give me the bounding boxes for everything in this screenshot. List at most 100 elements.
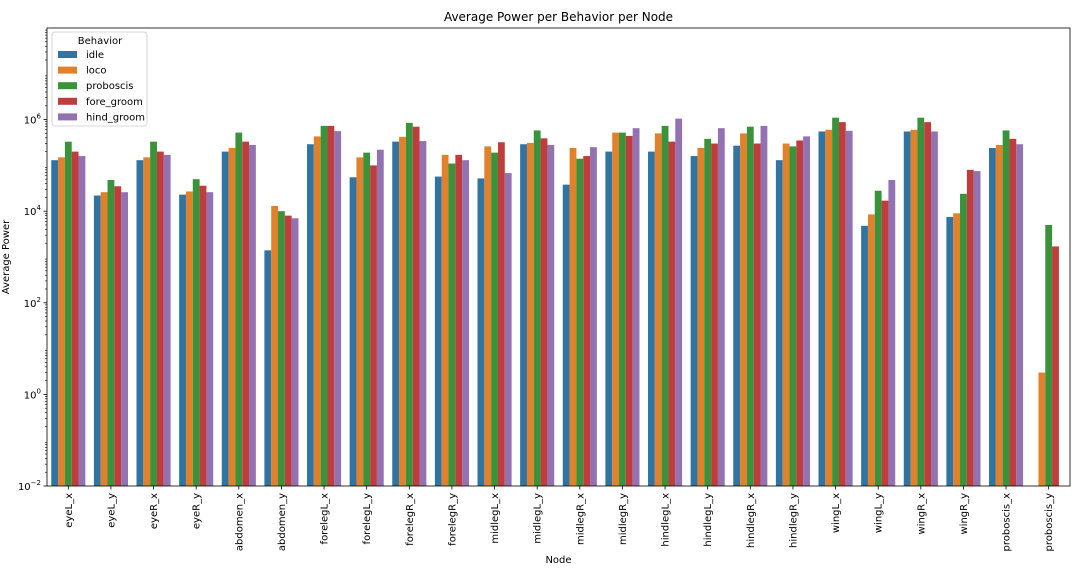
x-tick-label-midlegL_y: midlegL_y	[533, 493, 544, 544]
bar-hind_groom-midlegR_y	[632, 128, 640, 487]
bar-proboscis-proboscis_y	[1045, 224, 1053, 487]
bar-hind_groom-midlegL_x	[504, 173, 512, 486]
bar-proboscis-hindlegR_x	[746, 126, 754, 486]
bar-idle-midlegL_y	[520, 144, 527, 486]
bar-fore_groom-hindlegR_y	[796, 140, 804, 487]
bar-fore_groom-wingR_x	[924, 122, 932, 486]
x-tick-label-midlegL_x: midlegL_x	[490, 493, 501, 544]
bar-idle-wingR_y	[946, 216, 954, 487]
x-tick-label-eyeR_x: eyeR_x	[149, 493, 160, 529]
legend: Behavior idle loco proboscis fore_groom hind_…	[51, 31, 148, 127]
bar-proboscis-eyeL_y	[107, 180, 115, 486]
bar-loco-midlegR_x	[569, 147, 577, 487]
bar-loco-wingL_y	[867, 214, 875, 486]
bar-hind_groom-hindlegR_y	[803, 136, 810, 486]
bar-fore_groom-abdomen_y	[284, 215, 292, 486]
bar-loco-abdomen_x	[228, 147, 236, 487]
bar-fore_groom-hindlegL_x	[668, 141, 676, 486]
bar-hind_groom-eyeR_x	[163, 154, 171, 486]
bar-loco-midlegL_y	[526, 142, 534, 486]
bars-layer	[51, 117, 1059, 487]
bar-loco-forelegL_y	[356, 157, 364, 486]
bar-hind_groom-abdomen_y	[291, 218, 299, 487]
bar-proboscis-abdomen_x	[235, 132, 243, 487]
bar-idle-proboscis_x	[989, 147, 996, 487]
x-tick-label-wingL_x: wingL_x	[831, 493, 842, 533]
x-tick-label-eyeL_y: eyeL_y	[106, 493, 117, 528]
bar-hind_groom-hindlegR_x	[760, 125, 768, 487]
bar-loco-wingR_x	[910, 129, 918, 486]
x-tick-label-forelegR_x: forelegR_x	[405, 493, 416, 546]
bar-fore_groom-midlegL_x	[497, 142, 505, 486]
bar-hind_groom-forelegL_x	[334, 131, 342, 486]
x-tick-label-hindlegL_x: hindlegL_x	[661, 493, 672, 547]
bar-fore_groom-eyeR_x	[156, 151, 164, 487]
bar-fore_groom-forelegL_y	[370, 165, 377, 486]
bar-fore_groom-proboscis_x	[1009, 138, 1017, 486]
bar-proboscis-proboscis_x	[1002, 130, 1010, 486]
bar-hind_groom-midlegL_y	[547, 144, 555, 487]
bar-idle-eyeR_x	[136, 160, 144, 486]
bar-idle-forelegL_x	[307, 144, 314, 486]
y-axis-title: Average Power	[1, 219, 12, 294]
bar-proboscis-eyeR_y	[192, 179, 200, 486]
bar-proboscis-midlegR_y	[619, 132, 626, 487]
bar-idle-midlegL_x	[477, 178, 485, 486]
legend-label-hind_groom: hind_groom	[86, 112, 145, 123]
x-axis-title: Node	[545, 555, 571, 566]
bar-hind_groom-eyeR_y	[206, 192, 214, 486]
legend-label-idle: idle	[86, 50, 104, 61]
bar-idle-abdomen_y	[264, 250, 272, 486]
bar-loco-forelegL_x	[313, 136, 321, 486]
x-tick-label-hindlegR_y: hindlegR_y	[788, 493, 799, 548]
x-tick-label-forelegL_x: forelegL_x	[320, 493, 331, 545]
bar-idle-eyeR_y	[179, 194, 186, 486]
bar-loco-wingR_y	[953, 213, 961, 487]
bar-fore_groom-eyeR_y	[199, 185, 207, 486]
bar-idle-midlegR_y	[605, 151, 613, 487]
bar-proboscis-forelegL_x	[320, 125, 328, 487]
bar-hind_groom-forelegL_y	[376, 149, 384, 486]
x-axis: eyeL_x eyeL_y eyeR_x eyeR_y abdomen_x abdomen…	[64, 486, 1055, 551]
y-tick-label: 102	[24, 296, 41, 310]
bar-loco-hindlegL_x	[654, 133, 662, 486]
bar-fore_groom-forelegL_x	[327, 125, 335, 487]
bar-idle-hindlegL_y	[690, 156, 698, 487]
bar-fore_groom-midlegL_y	[540, 138, 548, 486]
bar-idle-eyeL_x	[51, 160, 59, 486]
bar-proboscis-abdomen_y	[278, 211, 285, 486]
plot-frame	[46, 27, 1071, 487]
bar-proboscis-hindlegL_y	[704, 138, 712, 486]
bar-proboscis-wingL_y	[874, 190, 882, 486]
bar-proboscis-hindlegR_y	[789, 146, 797, 486]
bar-loco-wingL_x	[825, 129, 833, 486]
y-tick-label: 104	[24, 204, 42, 218]
bar-idle-hindlegL_x	[648, 151, 655, 487]
x-tick-label-hindlegL_y: hindlegL_y	[703, 493, 714, 547]
x-tick-label-abdomen_x: abdomen_x	[234, 493, 245, 551]
x-tick-label-hindlegR_x: hindlegR_x	[746, 493, 757, 548]
legend-title: Behavior	[78, 36, 123, 47]
bar-hind_groom-wingL_y	[888, 180, 896, 486]
bar-idle-wingL_y	[861, 225, 868, 487]
legend-label-proboscis: proboscis	[86, 81, 134, 92]
bar-fore_groom-wingL_x	[838, 122, 846, 486]
bar-hind_groom-hindlegL_x	[675, 118, 683, 486]
y-tick-label: 10−2	[18, 479, 41, 493]
x-tick-label-forelegL_y: forelegL_y	[362, 493, 373, 545]
bar-fore_groom-wingL_y	[881, 200, 889, 486]
x-tick-label-wingR_y: wingR_y	[959, 493, 970, 535]
chart-title: Average Power per Behavior per Node	[444, 10, 673, 24]
legend-swatch-proboscis	[58, 82, 77, 90]
bar-fore_groom-forelegR_x	[412, 126, 420, 486]
bar-hind_groom-wingR_x	[931, 131, 938, 487]
bar-proboscis-eyeR_x	[150, 141, 157, 486]
bar-hind_groom-abdomen_x	[249, 144, 256, 487]
bar-loco-abdomen_y	[271, 205, 279, 487]
bar-idle-wingL_x	[818, 131, 826, 487]
bar-hind_groom-wingL_x	[845, 130, 853, 486]
bar-loco-eyeL_x	[58, 157, 65, 486]
bar-fore_groom-hindlegR_x	[753, 143, 761, 487]
bar-hind_groom-eyeL_y	[121, 192, 128, 486]
bar-proboscis-eyeL_x	[64, 141, 72, 486]
